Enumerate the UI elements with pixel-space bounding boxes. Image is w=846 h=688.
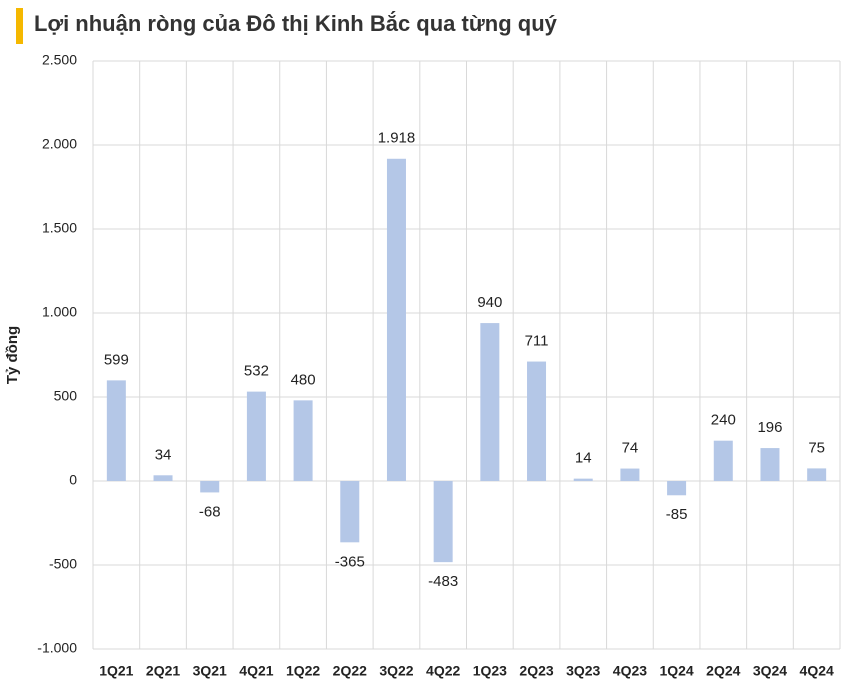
title-accent [16,8,23,44]
y-tick-label: 2.000 [42,136,77,152]
x-tick-label: 4Q21 [239,663,273,679]
data-label: 599 [104,351,129,368]
data-label: 940 [477,294,502,311]
x-tick-label: 4Q22 [426,663,460,679]
x-tick-label: 1Q23 [473,663,507,679]
bar [153,475,173,481]
x-tick-label: 2Q22 [333,663,367,679]
bar [667,481,687,496]
x-tick-label: 2Q21 [146,663,180,679]
data-label: 75 [808,439,825,456]
bar [480,323,500,481]
y-tick-label: 500 [54,388,78,404]
bar [620,468,640,481]
bar [106,380,126,481]
data-label: 711 [525,333,549,350]
y-axis-title: Tỷ đồng [4,326,21,384]
x-tick-label: 3Q23 [566,663,600,679]
bar [713,440,733,481]
x-tick-label: 1Q24 [659,663,693,679]
bar [386,158,406,481]
bar [527,361,547,481]
x-tick-label: 2Q24 [706,663,740,679]
bar [433,481,453,563]
bar [246,391,266,481]
bar [293,400,313,481]
x-tick-label: 2Q23 [519,663,553,679]
data-label: -483 [428,573,458,590]
data-label: 196 [757,419,782,436]
bar [340,481,360,543]
data-label: 532 [244,363,269,380]
y-tick-label: -500 [49,556,77,572]
x-tick-label: 3Q22 [379,663,413,679]
chart-title: Lợi nhuận ròng của Đô thị Kinh Bắc qua t… [34,11,558,36]
x-tick-label: 1Q21 [99,663,133,679]
x-tick-label: 3Q21 [193,663,227,679]
data-label: 74 [622,440,639,457]
data-label: 34 [155,446,172,463]
x-tick-label: 4Q24 [800,663,834,679]
bar [807,468,827,481]
data-label: 14 [575,450,592,467]
y-tick-label: -1.000 [37,640,77,656]
y-tick-label: 0 [69,472,77,488]
data-label: 480 [291,371,316,388]
bar [200,481,220,493]
data-label: -68 [199,503,221,520]
x-tick-label: 3Q24 [753,663,787,679]
data-label: 240 [711,412,736,429]
data-label: 1.918 [378,130,416,147]
data-label: -365 [335,553,365,570]
y-tick-label: 1.000 [42,304,77,320]
y-tick-label: 1.500 [42,220,77,236]
data-label: -85 [666,506,688,523]
x-tick-label: 1Q22 [286,663,320,679]
y-tick-label: 2.500 [42,52,77,68]
bar [760,448,780,481]
x-tick-label: 4Q23 [613,663,647,679]
bar [573,478,593,481]
